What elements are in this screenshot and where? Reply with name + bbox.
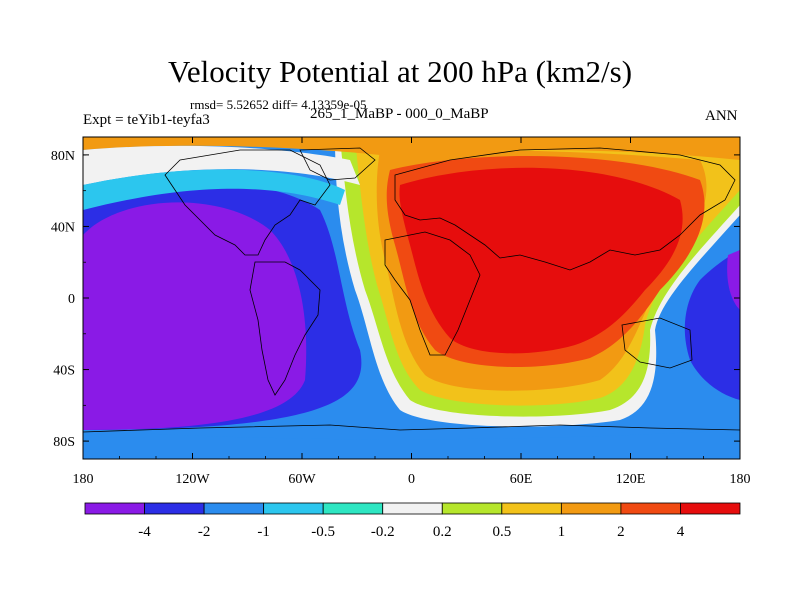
colorbar-label: 0.5 — [492, 524, 511, 540]
contour-north-band — [83, 137, 740, 160]
colorbar-swatch — [501, 502, 562, 515]
x-tick-label: 0 — [408, 472, 415, 487]
coast-australia — [621, 317, 693, 369]
x-tick-label: 60W — [288, 472, 316, 487]
y-tick-label: 40S — [53, 364, 75, 379]
colorbar-swatch — [84, 502, 145, 515]
colorbar-label: -0.5 — [311, 524, 335, 540]
colorbar-label: -0.2 — [371, 524, 395, 540]
y-tick-label: 80N — [51, 149, 75, 164]
x-tick-label: 180 — [730, 472, 751, 487]
colorbar-swatch — [203, 502, 265, 515]
coast-north-america — [164, 149, 331, 256]
contour-neg-4 — [83, 202, 307, 430]
coast-greenland — [299, 147, 376, 181]
period-label: 265_1_MaBP - 000_0_MaBP — [310, 106, 489, 122]
contour-north-cyan — [83, 169, 345, 210]
colorbar-swatch — [382, 502, 443, 515]
experiment-label: Expt = teYib1-teyfa3 — [83, 112, 210, 128]
colorbar-label: -4 — [138, 524, 151, 540]
chart-subtitle: rmsd= 5.52652 diff= 4.13359e-05 — [190, 97, 367, 112]
chart-title: Velocity Potential at 200 hPa (km2/s) — [167, 54, 633, 89]
colorbar: -4 -2 -1 -0.5 -0.2 0.2 0.5 1 2 4 — [84, 502, 741, 540]
y-tick-label: 40N — [51, 220, 75, 235]
coast-eurasia — [394, 147, 736, 271]
y-axis: 80N 40N 0 40S 80S — [51, 149, 740, 450]
coast-antarctica — [83, 424, 740, 433]
contour-east-pacific — [684, 250, 740, 400]
y-tick-label: 0 — [68, 292, 75, 307]
colorbar-label: -1 — [257, 524, 270, 540]
x-tick-label: 120E — [616, 472, 646, 487]
colorbar-swatch — [680, 502, 741, 515]
velocity-field — [83, 137, 740, 459]
colorbar-label: -2 — [198, 524, 211, 540]
colorbar-label: 4 — [677, 524, 685, 540]
x-tick-label: 120W — [175, 472, 210, 487]
contour-north-white — [83, 145, 360, 185]
colorbar-swatch — [560, 502, 622, 515]
x-axis: 180 120W 60W 0 60E 120E 180 — [73, 137, 751, 487]
season-label: ANN — [705, 108, 738, 124]
contour-south-band — [83, 430, 740, 459]
contour-east-purple — [727, 250, 740, 310]
coast-africa — [384, 231, 481, 356]
colorbar-swatch — [263, 502, 324, 515]
colorbar-swatch — [144, 502, 205, 515]
colorbar-label: 0.2 — [433, 524, 452, 540]
coastlines — [83, 147, 740, 433]
colorbar-swatch — [620, 502, 681, 515]
colorbar-label: 2 — [617, 524, 625, 540]
x-tick-label: 180 — [73, 472, 94, 487]
colorbar-label: 1 — [558, 524, 566, 540]
x-tick-label: 60E — [510, 472, 533, 487]
coast-south-america — [249, 261, 321, 396]
colorbar-swatch — [441, 502, 503, 515]
colorbar-swatch — [322, 502, 384, 515]
y-tick-label: 80S — [53, 435, 75, 450]
